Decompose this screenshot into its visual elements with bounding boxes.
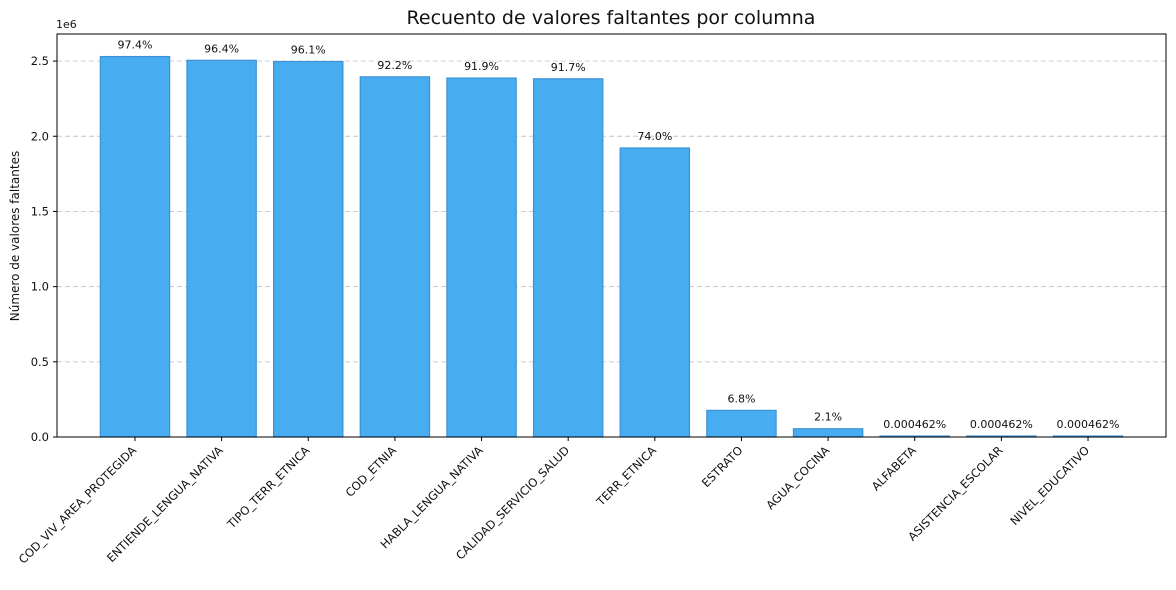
bar: [359, 76, 431, 438]
bar: [619, 147, 691, 438]
bars: [99, 55, 1124, 438]
bar: [446, 77, 517, 438]
x-axis-ticks: COD_VIV_AREA_PROTEGIDAENTIENDE_LENGUA_NA…: [16, 437, 1092, 567]
bar-value-label: 96.1%: [291, 44, 326, 57]
y-axis-label: Número de valores faltantes: [8, 151, 22, 321]
bar: [706, 409, 777, 438]
y-axis-ticks: 0.0 0.5 1.0 1.5 2.0 2.5: [31, 54, 57, 444]
bar-labels: 97.4% 96.4% 96.1% 92.2% 91.9% 91.7% 74.0% 6.8% 2…: [118, 39, 1120, 431]
bar-value-label: 0.000462%: [883, 418, 946, 431]
y-tick-label: 1.0: [31, 280, 49, 294]
bar-value-label: 91.7%: [551, 61, 586, 74]
bar-value-label: 97.4%: [118, 39, 153, 52]
x-tick-label: AGUA_COCINA: [763, 443, 832, 512]
x-tick-label: TIPO_TERR_ETNICA: [224, 443, 313, 532]
x-tick-label: ESTRATO: [699, 443, 746, 490]
bar-value-label: 2.1%: [814, 411, 842, 424]
y-tick-label: 0.0: [31, 430, 49, 444]
x-tick-label: COD_ETNIA: [343, 443, 400, 500]
bar-value-label: 0.000462%: [1057, 418, 1120, 431]
x-tick-label: ALFABETA: [869, 443, 919, 493]
bar: [273, 60, 344, 438]
bar-value-label: 74.0%: [637, 130, 672, 143]
bar-value-label: 92.2%: [377, 59, 412, 72]
y-tick-label: 2.5: [31, 54, 49, 68]
y-tick-label: 1.5: [31, 204, 49, 218]
bar: [99, 55, 171, 438]
x-tick-label: ASISTENCIA_ESCOLAR: [905, 443, 1005, 543]
y-tick-label: 2.0: [31, 129, 49, 143]
bar-value-label: 96.4%: [204, 42, 239, 55]
y-tick-label: 0.5: [31, 355, 49, 369]
x-tick-label: NIVEL_EDUCATIVO: [1007, 443, 1092, 528]
bar-value-label: 91.9%: [464, 60, 499, 73]
bar: [186, 59, 257, 438]
bar-value-label: 0.000462%: [970, 418, 1033, 431]
y-axis-offset-label: 1e6: [56, 18, 77, 31]
bar: [792, 428, 864, 438]
bar: [532, 78, 604, 438]
plot-frame: [56, 33, 1167, 438]
chart-title: Recuento de valores faltantes por column…: [407, 7, 816, 29]
bar-value-label: 6.8%: [727, 392, 755, 405]
x-tick-label: TERR_ETNICA: [593, 443, 659, 509]
